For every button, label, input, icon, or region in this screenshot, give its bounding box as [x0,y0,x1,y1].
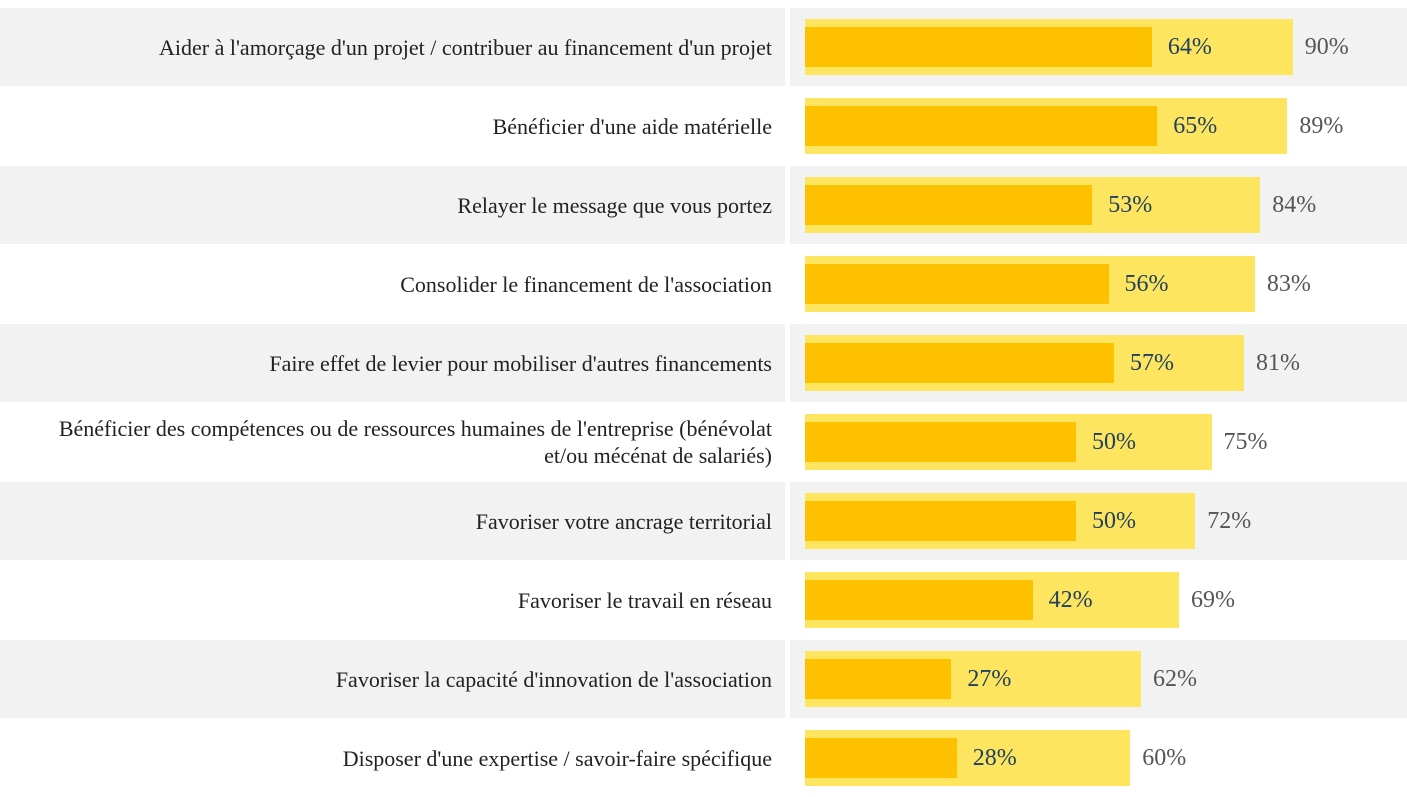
bar [805,422,1076,462]
value-label: 57% [1129,350,1174,376]
value-label: 56% [1124,271,1169,297]
value-label: 84% [1272,192,1317,218]
bar [805,106,1158,146]
value-label: 27% [967,666,1012,692]
category-label: Faire effet de levier pour mobiliser d'a… [269,350,772,376]
bar [805,185,1093,225]
bar [805,264,1109,304]
value-label: 28% [972,745,1017,771]
value-label: 60% [1142,745,1187,771]
category-label: Relayer le message que vous portez [457,192,772,218]
value-label: 50% [1092,508,1136,534]
value-label: 64% [1167,34,1212,60]
value-label: 83% [1266,271,1311,297]
category-label: Disposer d'une expertise / savoir-faire … [342,745,772,771]
category-label: Consolider le financement de l'associati… [400,271,772,297]
value-label: 42% [1048,587,1093,613]
row-band [0,482,785,560]
value-label: 90% [1304,34,1349,60]
value-label: 53% [1108,192,1153,218]
value-label: 65% [1173,113,1218,139]
category-label: Aider à l'amorçage d'un projet / contrib… [159,34,772,60]
category-label: Favoriser votre ancrage territorial [475,508,772,534]
category-label: Bénéficier d'une aide matérielle [492,113,772,139]
bar [805,343,1114,383]
bar [805,580,1033,620]
category-label: Favoriser le travail en réseau [517,587,772,613]
value-label: 75% [1223,429,1268,455]
bar [805,659,952,699]
value-label: 81% [1256,350,1301,376]
bar [805,501,1076,541]
row-band [0,8,785,86]
value-label: 69% [1190,587,1235,613]
value-label: 50% [1092,429,1136,455]
value-label: 62% [1153,666,1198,692]
category-label: Bénéficier des compétences ou de ressour… [58,416,772,468]
row-band [0,324,785,402]
value-label: 72% [1207,508,1252,534]
bar [805,738,957,778]
row-band [0,640,785,718]
row-band [0,166,785,244]
category-label: Favoriser la capacité d'innovation de l'… [335,666,772,692]
value-label: 89% [1299,113,1344,139]
bar [805,27,1152,67]
